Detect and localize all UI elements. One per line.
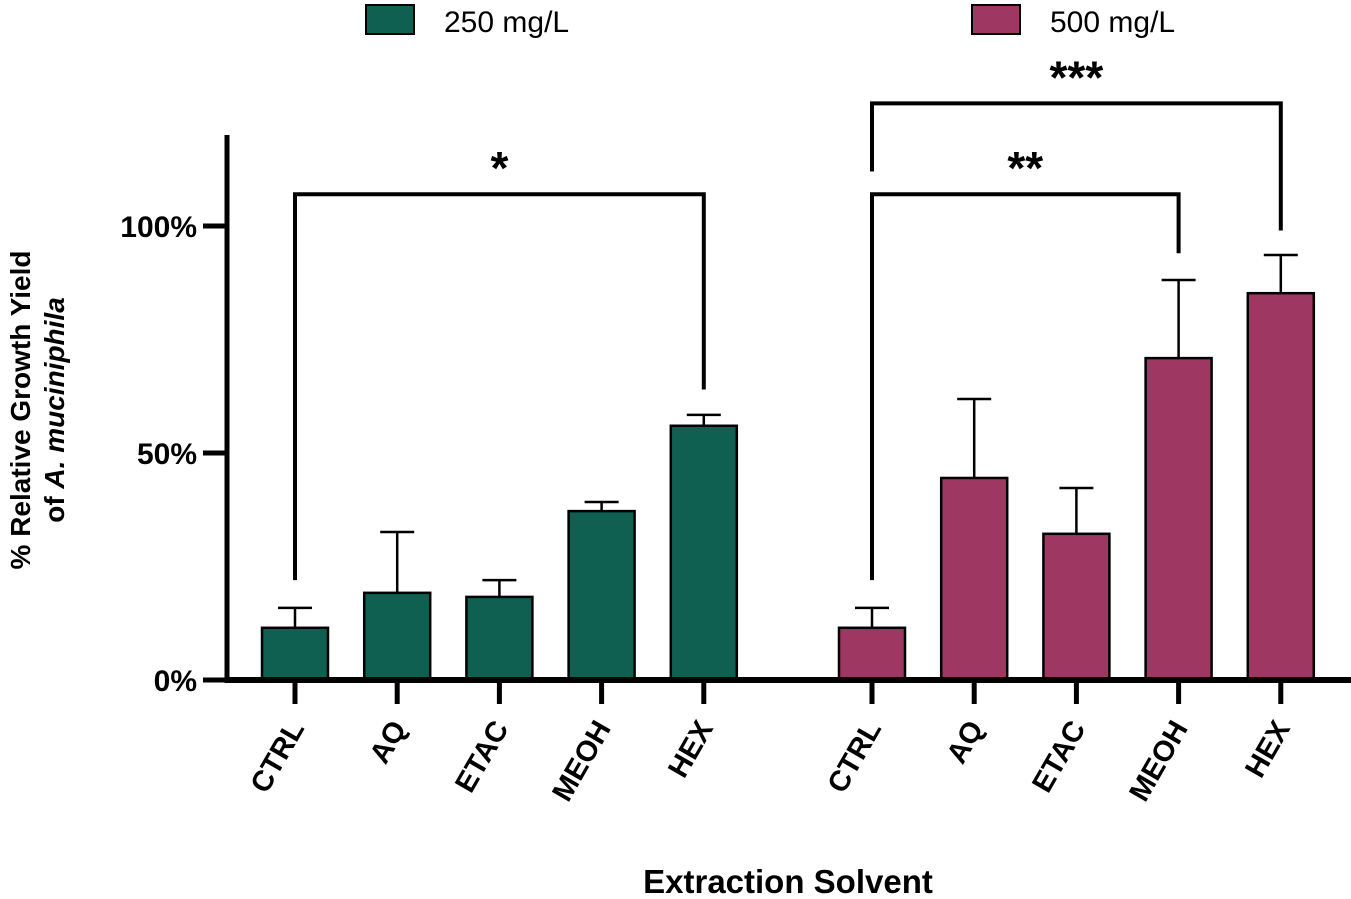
x-tick-label: CTRL [822, 716, 888, 799]
bar [362, 591, 432, 682]
x-tick-label: MEOH [1123, 716, 1194, 807]
x-tick-label: AQ [941, 716, 990, 770]
y-axis-title: % Relative Growth Yield of A. muciniphil… [5, 251, 70, 570]
significance-bracket: * [293, 142, 706, 581]
bar [939, 476, 1009, 682]
bar [260, 626, 330, 682]
significance-bracket: *** [870, 51, 1283, 231]
legend: 250 mg/L 500 mg/L [365, 4, 1175, 39]
x-tick-label: HEX [1239, 715, 1297, 783]
plot-area: 0% 50% 100% CTRL AQ ETAC MEOH HEX CTRL AQ ETAC MEOH… [120, 51, 1351, 807]
x-tick-label: MEOH [546, 716, 617, 807]
bar [465, 595, 534, 682]
bracket-line [870, 101, 1283, 231]
significance-label: * [490, 142, 508, 194]
bracket-line [293, 192, 706, 581]
x-tick-label: ETAC [449, 715, 515, 798]
y-axis-title-prefix: of [39, 489, 70, 523]
bracket-line [870, 192, 1181, 581]
series-1 [837, 253, 1316, 682]
y-tick-label: 100% [120, 211, 197, 244]
legend-label-500: 500 mg/L [1050, 6, 1175, 39]
bar [567, 509, 636, 682]
bar [1042, 532, 1111, 682]
bar [669, 424, 739, 682]
x-tick-label: AQ [364, 716, 413, 770]
significance-label: ** [1007, 142, 1043, 194]
legend-item-500: 500 mg/L [971, 4, 1175, 39]
y-axis-title-species: A. muciniphila [39, 297, 70, 489]
legend-swatch-250 [365, 4, 415, 35]
bar [837, 626, 907, 682]
y-axis-title-line2: of A. muciniphila [39, 297, 70, 523]
x-axis-title: Extraction Solvent [643, 863, 933, 899]
bar [1144, 356, 1213, 682]
legend-swatch-500 [971, 4, 1021, 35]
y-tick-label: 50% [137, 438, 197, 471]
y-tick-label: 0% [154, 665, 197, 698]
bar [1246, 291, 1316, 682]
x-tick-label: HEX [662, 715, 720, 783]
x-tick-label: CTRL [245, 716, 311, 799]
series-0 [260, 413, 739, 682]
legend-item-250: 250 mg/L [365, 4, 569, 39]
y-axis-title-line1: % Relative Growth Yield [5, 251, 36, 570]
significance-label: *** [1050, 51, 1104, 103]
significance-bracket: ** [870, 142, 1181, 581]
x-tick-label: ETAC [1026, 715, 1092, 798]
legend-label-250: 250 mg/L [444, 6, 569, 39]
